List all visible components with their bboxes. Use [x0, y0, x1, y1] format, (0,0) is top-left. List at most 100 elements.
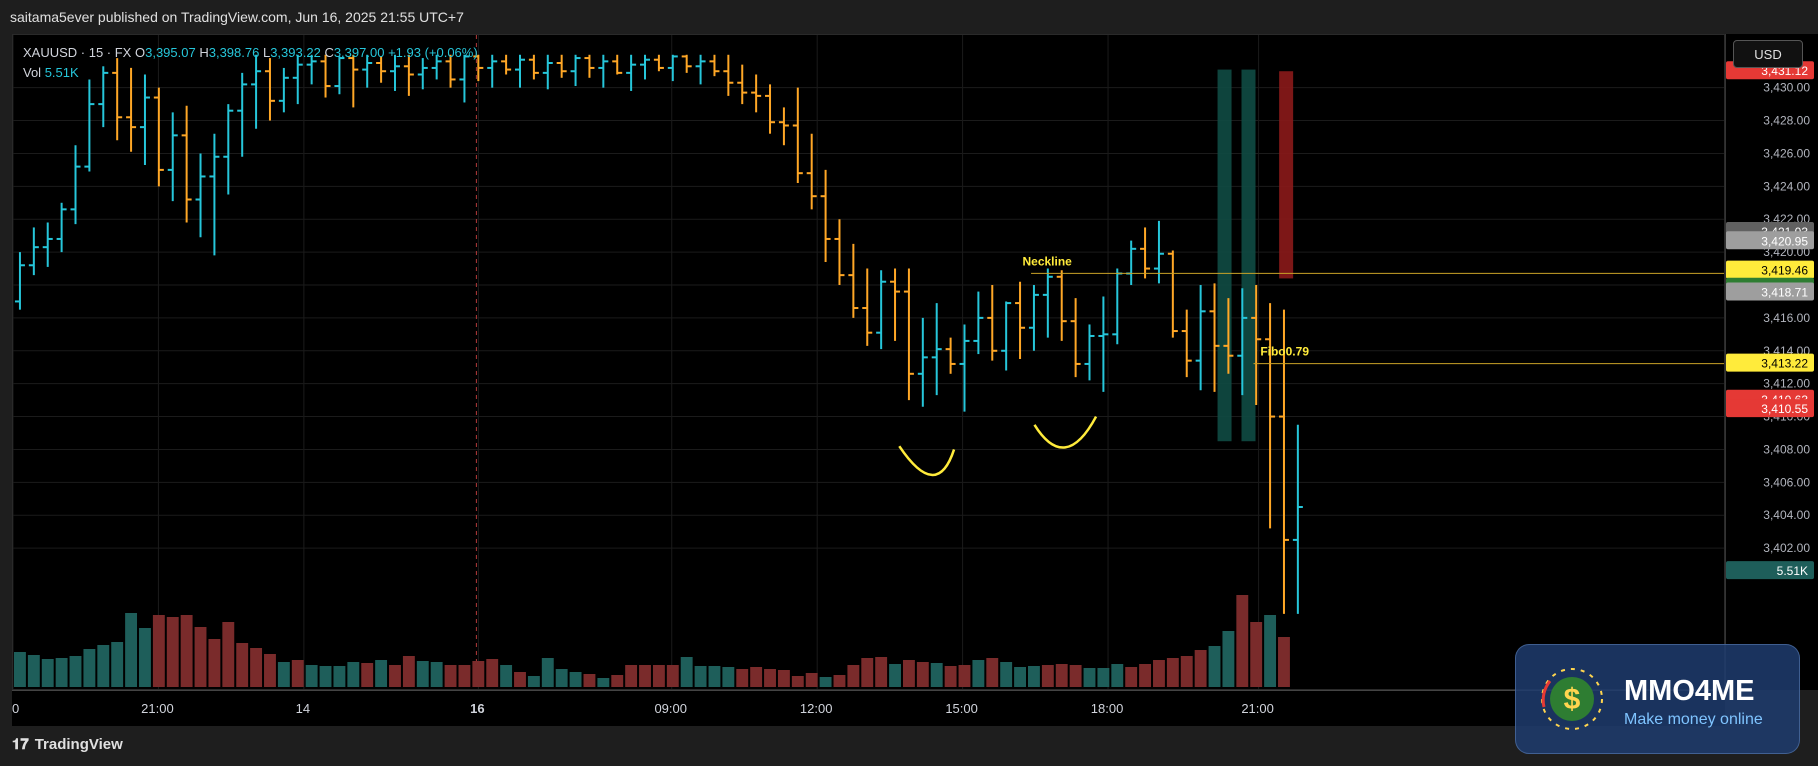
volume-bar — [250, 648, 263, 687]
ohlc-bar — [348, 54, 359, 108]
price-label-bg — [1726, 353, 1814, 372]
price-tick: 3,412.00 — [1763, 377, 1810, 391]
volume-bar — [125, 613, 138, 687]
volume-bar — [583, 674, 596, 687]
volume-bar — [902, 660, 915, 687]
ohlc-bar — [1167, 250, 1178, 338]
ohlc-bar — [14, 252, 25, 310]
volume-bar — [1083, 668, 1096, 687]
time-axis-labels: 00 21:00 14 16 09:00 12:00 15:00 18:00 21:00 — [12, 701, 1274, 716]
volume-bar — [333, 666, 346, 687]
volume-bar — [889, 664, 901, 687]
price-axis-labels: 3,402.003,404.003,406.003,408.003,410.00… — [1726, 61, 1814, 580]
price-tick: 3,406.00 — [1763, 475, 1810, 489]
volume-bar — [861, 658, 874, 687]
tradingview-logo[interactable]: 𝟏𝟕 TradingView — [12, 736, 123, 753]
ohlc-bar — [723, 54, 734, 96]
ohlc-bar — [751, 74, 762, 113]
volume-bar — [625, 665, 638, 687]
volume-bar — [430, 662, 443, 687]
ohlc-bar — [1126, 240, 1137, 285]
volume-bar — [1000, 662, 1013, 687]
ohlc-bar — [820, 169, 831, 262]
ohlc-bar — [1195, 285, 1206, 391]
ohlc-bar — [1181, 309, 1192, 378]
volume-bar — [347, 662, 360, 687]
volume-bar — [139, 628, 151, 687]
publisher-bar: saitama5ever published on TradingView.co… — [0, 0, 1818, 34]
volume-bar — [486, 659, 499, 687]
ohlc-bar — [167, 112, 178, 202]
volume-bar — [652, 665, 665, 687]
volume-bar — [41, 659, 54, 687]
volume-bar — [361, 663, 374, 687]
ohlc-bar — [903, 268, 914, 401]
volume-bar — [1055, 664, 1068, 687]
volume-bar — [1097, 668, 1110, 687]
price-label-text: 3,418.71 — [1761, 286, 1808, 300]
ohlc-bar — [181, 105, 192, 223]
price-label: 3,418.71 — [1726, 282, 1814, 301]
publisher-text: saitama5ever published on TradingView.co… — [10, 9, 464, 25]
price-label-bg — [1726, 260, 1814, 279]
ohlc-bar — [834, 219, 845, 285]
time-tick: 14 — [296, 701, 310, 716]
volume-bar — [27, 655, 40, 687]
volume-bar — [847, 665, 860, 687]
volume-bar — [736, 669, 749, 687]
price-label: 3,410.55 — [1726, 399, 1814, 418]
ohlc-bar — [56, 202, 67, 253]
ohlc-bar — [362, 54, 373, 88]
price-axis[interactable]: 3,402.003,404.003,406.003,408.003,410.00… — [1725, 34, 1818, 690]
ohlc-bar — [542, 54, 553, 90]
volume-bar — [694, 666, 707, 687]
ohlc-bar — [653, 54, 664, 72]
volume-bar — [236, 643, 249, 687]
ohlc-bar — [1056, 270, 1067, 341]
volume-bar — [402, 656, 415, 687]
ohlc-bar — [403, 54, 414, 96]
ohlc-bar — [334, 56, 345, 95]
currency-button[interactable]: USD — [1733, 40, 1803, 68]
volume-bar — [1027, 666, 1040, 687]
volume-bar — [597, 678, 610, 687]
volume-bar — [777, 670, 790, 687]
ohlc-bar — [126, 67, 137, 152]
ohlc-bar — [681, 54, 692, 73]
ohlc-bar — [251, 54, 262, 129]
fibo-label: Fibo0.79 — [1260, 345, 1309, 359]
ohlc-bar — [473, 54, 484, 82]
volume-bar — [1125, 667, 1138, 687]
ohlc-bar — [70, 145, 81, 225]
price-chart[interactable]: Neckline Fibo0.79 — [13, 35, 1724, 689]
ohlc-bar — [1251, 285, 1262, 406]
close-value: 3,397.00 — [333, 45, 385, 60]
volume-bar — [1208, 646, 1221, 687]
volume-bar — [833, 675, 846, 687]
volume-bar — [291, 660, 304, 687]
ohlc-bar — [1098, 296, 1109, 392]
ohlc-bar — [376, 56, 387, 83]
volume-bar — [152, 615, 165, 687]
ohlc-bar — [306, 54, 317, 85]
ohlc-bar — [1292, 424, 1303, 614]
ohlc-bar — [139, 74, 150, 165]
volume-bar — [319, 666, 332, 687]
volume-bar — [208, 639, 221, 687]
ohlc-bar — [917, 317, 928, 407]
time-tick: 00 — [12, 701, 19, 716]
ohlc-bar — [806, 133, 817, 210]
chart-area[interactable]: Neckline Fibo0.79 XAUUSD · 15 · FX O3,395… — [12, 34, 1725, 690]
time-axis[interactable]: 00 21:00 14 16 09:00 12:00 15:00 18:00 21:00 — [12, 690, 1725, 727]
volume-bar — [944, 666, 957, 687]
ohlc-bar — [1042, 268, 1053, 338]
volume-bar — [569, 672, 582, 687]
svg-text:$: $ — [1564, 683, 1581, 716]
ohlc-bar — [737, 64, 748, 105]
ohlc-bar — [765, 84, 776, 134]
volume-bar — [541, 658, 554, 687]
measure-zone — [1241, 69, 1256, 442]
ohlc-bar — [1209, 283, 1220, 392]
ohlc-bar — [778, 107, 789, 146]
volume-bar — [1194, 650, 1207, 687]
